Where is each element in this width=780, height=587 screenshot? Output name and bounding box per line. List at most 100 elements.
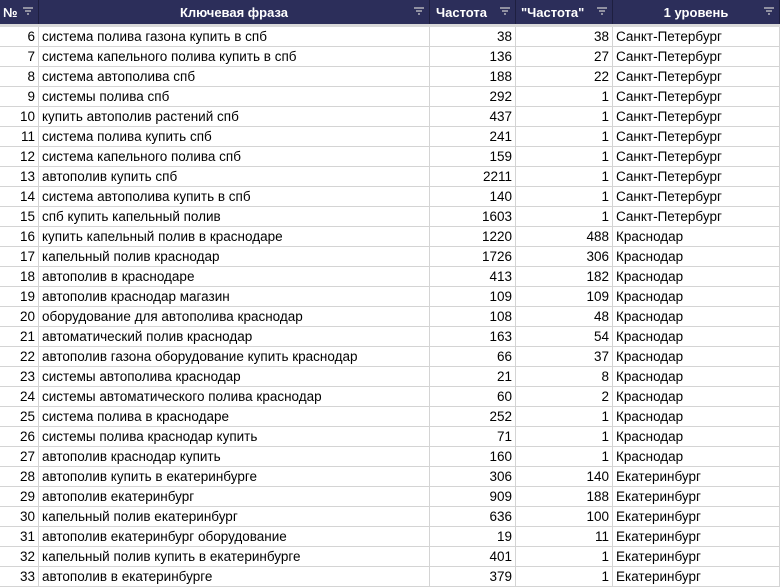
cell-phrase[interactable]: системы полива краснодар купить xyxy=(39,427,430,447)
cell-freq[interactable]: 1220 xyxy=(430,227,516,247)
cell-freq-exact[interactable]: 27 xyxy=(516,47,613,67)
cell-level[interactable]: Краснодар xyxy=(613,447,780,467)
cell-level[interactable]: Краснодар xyxy=(613,347,780,367)
cell-freq[interactable]: 292 xyxy=(430,87,516,107)
cell-freq-exact[interactable]: 48 xyxy=(516,307,613,327)
cell-level[interactable]: Санкт-Петербург xyxy=(613,107,780,127)
cell-num[interactable]: 13 xyxy=(0,167,39,187)
cell-phrase[interactable]: система полива купить спб xyxy=(39,127,430,147)
cell-phrase[interactable]: капельный полив краснодар xyxy=(39,247,430,267)
cell-level[interactable]: Екатеринбург xyxy=(613,507,780,527)
cell-level[interactable]: Краснодар xyxy=(613,287,780,307)
header-num[interactable]: № xyxy=(0,0,39,24)
cell-freq[interactable]: 60 xyxy=(430,387,516,407)
cell-freq[interactable]: 241 xyxy=(430,127,516,147)
cell-freq-exact[interactable]: 1 xyxy=(516,187,613,207)
cell-phrase[interactable]: система автополива купить в спб xyxy=(39,187,430,207)
cell-freq[interactable]: 160 xyxy=(430,447,516,467)
cell-freq-exact[interactable]: 1 xyxy=(516,427,613,447)
cell-freq[interactable]: 140 xyxy=(430,187,516,207)
cell-num[interactable]: 21 xyxy=(0,327,39,347)
cell-num[interactable]: 27 xyxy=(0,447,39,467)
filter-icon[interactable] xyxy=(499,5,511,17)
cell-level[interactable]: Санкт-Петербург xyxy=(613,187,780,207)
cell-level[interactable]: Санкт-Петербург xyxy=(613,27,780,47)
cell-phrase[interactable]: автоматический полив краснодар xyxy=(39,327,430,347)
cell-num[interactable]: 25 xyxy=(0,407,39,427)
cell-level[interactable]: Екатеринбург xyxy=(613,527,780,547)
cell-level[interactable]: Санкт-Петербург xyxy=(613,47,780,67)
cell-phrase[interactable]: капельный полив купить в екатеринбурге xyxy=(39,547,430,567)
cell-phrase[interactable]: оборудование для автополива краснодар xyxy=(39,307,430,327)
cell-phrase[interactable]: автополив в краснодаре xyxy=(39,267,430,287)
cell-freq-exact[interactable]: 182 xyxy=(516,267,613,287)
cell-num[interactable]: 26 xyxy=(0,427,39,447)
cell-freq-exact[interactable]: 100 xyxy=(516,507,613,527)
cell-num[interactable]: 6 xyxy=(0,27,39,47)
cell-freq[interactable]: 136 xyxy=(430,47,516,67)
cell-freq-exact[interactable]: 109 xyxy=(516,287,613,307)
cell-phrase[interactable]: система капельного полива купить в спб xyxy=(39,47,430,67)
filter-icon[interactable] xyxy=(413,5,425,17)
cell-freq[interactable]: 413 xyxy=(430,267,516,287)
cell-freq[interactable]: 636 xyxy=(430,507,516,527)
cell-num[interactable]: 29 xyxy=(0,487,39,507)
cell-num[interactable]: 30 xyxy=(0,507,39,527)
cell-freq[interactable]: 306 xyxy=(430,467,516,487)
cell-num[interactable]: 17 xyxy=(0,247,39,267)
cell-num[interactable]: 9 xyxy=(0,87,39,107)
cell-phrase[interactable]: автополив купить в екатеринбурге xyxy=(39,467,430,487)
filter-icon[interactable] xyxy=(596,5,608,17)
cell-num[interactable]: 32 xyxy=(0,547,39,567)
cell-num[interactable]: 10 xyxy=(0,107,39,127)
cell-freq-exact[interactable]: 11 xyxy=(516,527,613,547)
cell-phrase[interactable]: автополив в екатеринбурге xyxy=(39,567,430,587)
cell-num[interactable]: 14 xyxy=(0,187,39,207)
cell-level[interactable]: Санкт-Петербург xyxy=(613,127,780,147)
cell-level[interactable]: Краснодар xyxy=(613,307,780,327)
cell-level[interactable]: Санкт-Петербург xyxy=(613,207,780,227)
cell-level[interactable]: Екатеринбург xyxy=(613,487,780,507)
cell-freq-exact[interactable]: 1 xyxy=(516,407,613,427)
cell-phrase[interactable]: автополив купить спб xyxy=(39,167,430,187)
cell-num[interactable]: 7 xyxy=(0,47,39,67)
cell-level[interactable]: Краснодар xyxy=(613,387,780,407)
cell-freq[interactable]: 379 xyxy=(430,567,516,587)
cell-freq-exact[interactable]: 54 xyxy=(516,327,613,347)
cell-level[interactable]: Краснодар xyxy=(613,267,780,287)
cell-num[interactable]: 20 xyxy=(0,307,39,327)
cell-freq-exact[interactable]: 188 xyxy=(516,487,613,507)
cell-freq[interactable]: 1726 xyxy=(430,247,516,267)
cell-phrase[interactable]: автополив краснодар купить xyxy=(39,447,430,467)
cell-freq-exact[interactable]: 140 xyxy=(516,467,613,487)
cell-num[interactable]: 18 xyxy=(0,267,39,287)
cell-phrase[interactable]: система полива газона купить в спб xyxy=(39,27,430,47)
cell-freq-exact[interactable]: 1 xyxy=(516,207,613,227)
cell-num[interactable]: 16 xyxy=(0,227,39,247)
cell-phrase[interactable]: автополив газона оборудование купить кра… xyxy=(39,347,430,367)
cell-freq-exact[interactable]: 306 xyxy=(516,247,613,267)
cell-num[interactable]: 11 xyxy=(0,127,39,147)
cell-freq-exact[interactable]: 1 xyxy=(516,147,613,167)
cell-level[interactable]: Екатеринбург xyxy=(613,547,780,567)
cell-freq[interactable]: 21 xyxy=(430,367,516,387)
cell-num[interactable]: 19 xyxy=(0,287,39,307)
cell-freq-exact[interactable]: 1 xyxy=(516,167,613,187)
cell-phrase[interactable]: системы автополива краснодар xyxy=(39,367,430,387)
cell-num[interactable]: 22 xyxy=(0,347,39,367)
cell-num[interactable]: 15 xyxy=(0,207,39,227)
cell-freq[interactable]: 66 xyxy=(430,347,516,367)
cell-phrase[interactable]: купить капельный полив в краснодаре xyxy=(39,227,430,247)
cell-freq-exact[interactable]: 1 xyxy=(516,107,613,127)
filter-icon[interactable] xyxy=(763,5,775,17)
cell-freq-exact[interactable]: 37 xyxy=(516,347,613,367)
cell-level[interactable]: Санкт-Петербург xyxy=(613,87,780,107)
filter-icon[interactable] xyxy=(22,5,34,17)
cell-num[interactable]: 33 xyxy=(0,567,39,587)
cell-num[interactable]: 8 xyxy=(0,67,39,87)
cell-level[interactable]: Краснодар xyxy=(613,407,780,427)
cell-level[interactable]: Краснодар xyxy=(613,247,780,267)
header-freq-exact[interactable]: "Частота" xyxy=(516,0,613,24)
cell-phrase[interactable]: системы автоматического полива краснодар xyxy=(39,387,430,407)
cell-level[interactable]: Санкт-Петербург xyxy=(613,167,780,187)
